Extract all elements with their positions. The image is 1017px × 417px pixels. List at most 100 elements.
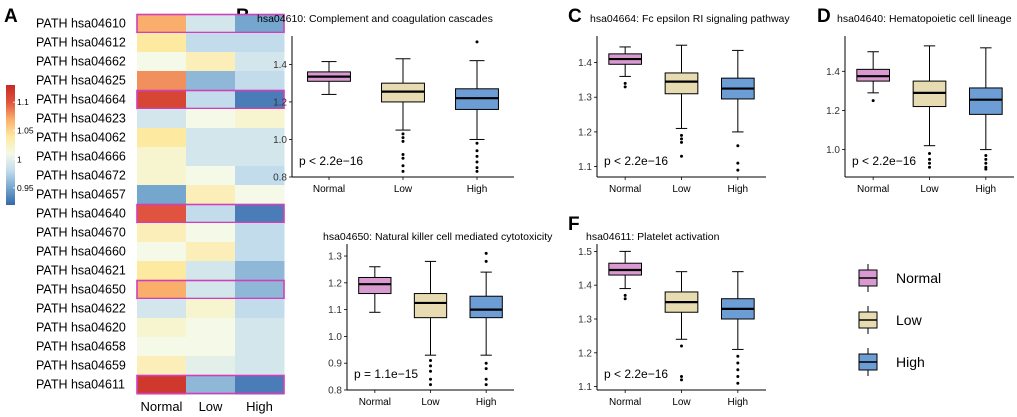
y-tick-label: 1.2 (578, 127, 592, 138)
y-tick-label: 1.3 (578, 315, 592, 326)
heatmap-cell (186, 52, 236, 72)
heatmap-cell (186, 185, 236, 205)
box-outlier-point (680, 374, 683, 378)
y-tick-label: 1.3 (328, 252, 342, 263)
y-tick-label: 1.2 (328, 278, 342, 289)
heatmap-cell (137, 52, 187, 72)
heatmap-row-label: PATH hsa04672 (36, 169, 126, 183)
y-tick-label: 1.0 (273, 135, 287, 146)
box-outlier-point (475, 149, 479, 153)
heatmap-cell (186, 375, 236, 395)
y-tick-label: 1.4 (273, 60, 287, 71)
heatmap: PATH hsa04610 PATH hsa04612 PATH hsa04662 P… (36, 13, 285, 414)
heatmap-cell (235, 147, 285, 167)
heatmap-cell (186, 109, 236, 129)
box-outlier-point (928, 165, 931, 169)
box-outlier-point (475, 154, 479, 158)
y-tick-label: 1.4 (578, 281, 592, 292)
x-tick-label: Normal (609, 397, 641, 408)
heatmap-cell (186, 318, 236, 338)
box-outlier-point (475, 160, 479, 164)
box-outlier-point (984, 157, 988, 161)
p-value-annotation: p = 1.1e−15 (354, 367, 418, 381)
box-body (968, 87, 1003, 115)
legend-label: Normal (896, 270, 941, 286)
heatmap-row-label: PATH hsa04650 (36, 283, 126, 297)
box-body (358, 276, 392, 295)
box-outlier-point (484, 259, 488, 263)
heatmap-column-label: Normal (141, 399, 183, 414)
colorbar-tick-label: 1 (17, 154, 22, 164)
box-outlier-point (484, 251, 488, 255)
y-tick-label: 1.1 (578, 162, 592, 173)
heatmap-column-label: High (246, 399, 273, 414)
heatmap-row-label: PATH hsa04621 (36, 264, 126, 278)
box-outlier-point (623, 85, 627, 89)
y-tick-label: 1.2 (578, 348, 592, 359)
y-tick-label: 0.9 (328, 359, 342, 370)
box-outlier-point (401, 169, 405, 173)
x-tick-label: High (467, 184, 488, 195)
heatmap-cell (235, 71, 285, 91)
box-outlier-point (475, 166, 479, 170)
heatmap-cell (137, 147, 187, 167)
panel-title: hsa04664: Fc epsilon RI signaling pathwa… (590, 13, 790, 25)
box-outlier-point (736, 161, 740, 165)
heatmap-row-label: PATH hsa04658 (36, 340, 126, 354)
box-outlier-point (401, 164, 405, 168)
p-value-annotation: p < 2.2e−16 (852, 154, 916, 168)
box-outlier-point (429, 377, 432, 381)
x-tick-label: Low (672, 397, 691, 408)
colorbar-tick-label: 0.95 (17, 183, 34, 193)
heatmap-cell (137, 280, 187, 300)
box-body (413, 293, 448, 319)
x-tick-label: Low (421, 397, 440, 408)
heatmap-cell (137, 33, 187, 53)
x-tick-label: Normal (857, 184, 889, 195)
heatmap-cell (235, 242, 285, 262)
heatmap-cell (235, 204, 285, 224)
box-outlier-point (429, 359, 432, 363)
heatmap-cell (186, 356, 236, 376)
group-legend: Normal Low High (858, 264, 941, 376)
box-outlier-point (401, 139, 405, 143)
heatmap-cell (137, 375, 187, 395)
box-outlier-point (871, 99, 875, 103)
panel-title: hsa04650: Natural killer cell mediated c… (323, 231, 553, 243)
heatmap-row-label: PATH hsa04612 (36, 36, 126, 50)
box-outlier-point (984, 153, 988, 157)
heatmap-cell (235, 90, 285, 110)
heatmap-row-label: PATH hsa04657 (36, 188, 126, 202)
heatmap-cell (235, 33, 285, 53)
heatmap-cell (137, 337, 187, 357)
y-tick-label: 1.5 (578, 247, 592, 258)
heatmap-column-label: Low (199, 399, 223, 414)
x-tick-label: High (728, 397, 749, 408)
heatmap-cell (137, 261, 187, 281)
heatmap-cell (186, 242, 236, 262)
box-outlier-point (680, 378, 683, 382)
heatmap-cell (137, 185, 187, 205)
x-tick-label: Low (672, 184, 691, 195)
y-tick-label: 1.0 (826, 145, 840, 156)
heatmap-row-label: PATH hsa04670 (36, 226, 126, 240)
colorbar-tick-label: 1.05 (17, 126, 34, 136)
box-outlier-point (429, 383, 432, 387)
heatmap-cell (235, 14, 285, 34)
heatmap-cell (235, 261, 285, 281)
box-outlier-point (736, 374, 740, 378)
boxplot-panel-b: hsa04610: Complement and coagulation cas… (257, 13, 514, 195)
panel-label-c: C (568, 6, 582, 27)
heatmap-row-label: PATH hsa04611 (36, 378, 125, 392)
heatmap-cell (137, 14, 187, 34)
box-body (469, 295, 503, 319)
box-outlier-point (623, 81, 627, 85)
box-outlier-point (484, 367, 488, 371)
heatmap-row-label: PATH hsa04062 (36, 131, 126, 145)
heatmap-row-label: PATH hsa04610 (36, 17, 126, 31)
y-tick-label: 0.8 (273, 173, 287, 184)
box-outlier-point (475, 40, 479, 44)
heatmap-row-label: PATH hsa04659 (36, 359, 126, 373)
boxplot-panel-c: hsa04664: Fc epsilon RI signaling pathwa… (578, 13, 790, 195)
